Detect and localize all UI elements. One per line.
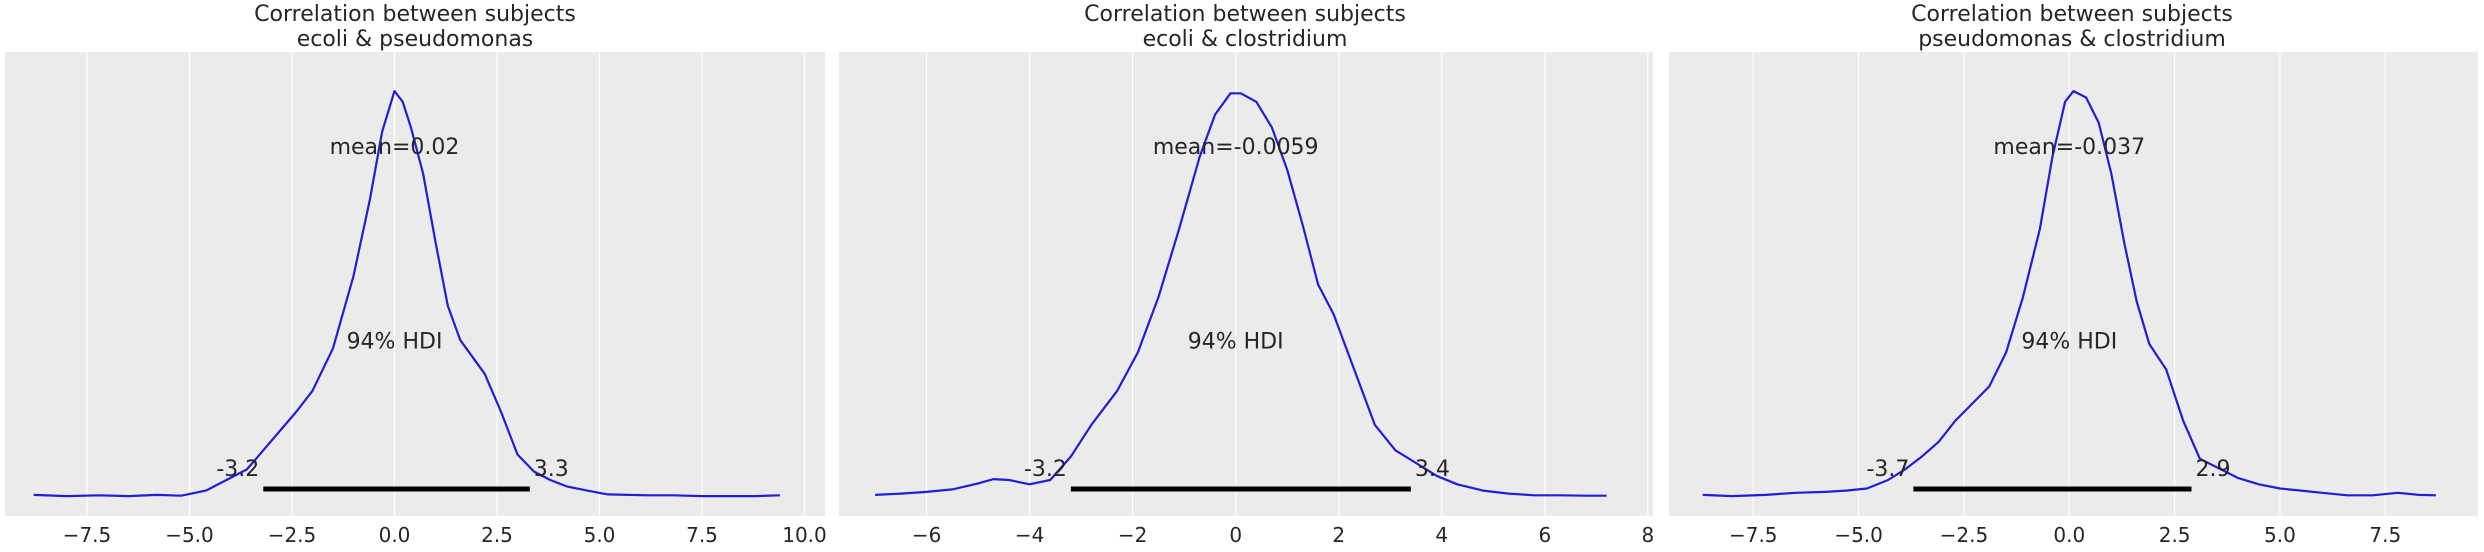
x-tick-label: −2.5 (1940, 523, 1989, 547)
chart-svg-3: −7.5 −5.0 −2.5 0.0 2.5 5.0 7.5 -3.7 2.9 94% HDI me… (1669, 52, 2478, 547)
chart-title-line: Correlation between subjects (1084, 2, 1406, 27)
hdi-label: 94% HDI (2021, 329, 2117, 354)
chart-title-3: Correlation between subjects pseudomonas… (1660, 2, 2484, 52)
plot-background (1669, 52, 2478, 516)
hdi-lower-label: -3.2 (216, 457, 259, 482)
density-line (875, 92, 1607, 497)
chart-svg-2: −6 −4 −2 0 2 4 6 8 -3.2 3.4 94% HDI mean=-0.0059 (839, 52, 1654, 547)
x-tick-label: −7.5 (63, 523, 112, 547)
hdi-upper-label: 3.4 (1415, 457, 1450, 482)
hdi-lower-label: -3.7 (1866, 457, 1909, 482)
x-tick-label: 0 (1229, 523, 1242, 547)
chart-subtitle-line: ecoli & pseudomonas (296, 27, 534, 52)
x-tick-label: −5.0 (165, 523, 214, 547)
chart-panel-3: Correlation between subjects pseudomonas… (1660, 0, 2484, 552)
hdi-lower-label: -3.2 (1024, 457, 1067, 482)
hdi-upper-label: 2.9 (2195, 457, 2230, 482)
x-tick-label: 5.0 (584, 523, 616, 547)
chart-subtitle-line: pseudomonas & clostridium (1918, 27, 2226, 52)
x-tick-label: −2 (1118, 523, 1147, 547)
chart-panel-1: Correlation between subjects ecoli & pse… (0, 0, 830, 552)
x-tick-label: −5.0 (1834, 523, 1883, 547)
hdi-label: 94% HDI (1188, 329, 1284, 354)
x-tick-label: 2 (1332, 523, 1345, 547)
x-tick-label: −6 (912, 523, 941, 547)
density-line (1702, 90, 2436, 498)
x-tick-label: 7.5 (2369, 523, 2401, 547)
mean-label: mean=-0.037 (1993, 135, 2145, 160)
x-tick-label: −2.5 (268, 523, 317, 547)
hdi-label: 94% HDI (347, 329, 443, 354)
plot-background (5, 52, 825, 516)
x-tick-label: 8 (1641, 523, 1654, 547)
x-tick-label: 7.5 (686, 523, 718, 547)
x-tick-label: 4 (1435, 523, 1448, 547)
x-tick-label: −7.5 (1729, 523, 1778, 547)
x-tick-label: 2.5 (2159, 523, 2191, 547)
x-tick-label: 5.0 (2264, 523, 2296, 547)
chart-title-line: Correlation between subjects (1911, 2, 2233, 27)
x-tick-label: −4 (1015, 523, 1044, 547)
plot-background (839, 52, 1653, 516)
x-tick-label: 0.0 (2053, 523, 2085, 547)
density-line (33, 90, 780, 498)
x-tick-label: 6 (1538, 523, 1551, 547)
chart-title-2: Correlation between subjects ecoli & clo… (830, 2, 1660, 52)
x-tick-label: 2.5 (481, 523, 513, 547)
mean-label: mean=-0.0059 (1153, 135, 1319, 160)
chart-subtitle-line: ecoli & clostridium (1142, 27, 1348, 52)
mean-label: mean=0.02 (330, 135, 460, 160)
x-tick-label: 10.0 (782, 523, 827, 547)
chart-title-line: Correlation between subjects (254, 2, 576, 27)
chart-svg-1: −7.5 −5.0 −2.5 0.0 2.5 5.0 7.5 10.0 -3.2 3.3 94% H… (5, 52, 827, 547)
x-tick-label: 0.0 (379, 523, 411, 547)
chart-panel-2: Correlation between subjects ecoli & clo… (830, 0, 1660, 552)
chart-title-1: Correlation between subjects ecoli & pse… (0, 2, 830, 52)
hdi-upper-label: 3.3 (534, 457, 569, 482)
